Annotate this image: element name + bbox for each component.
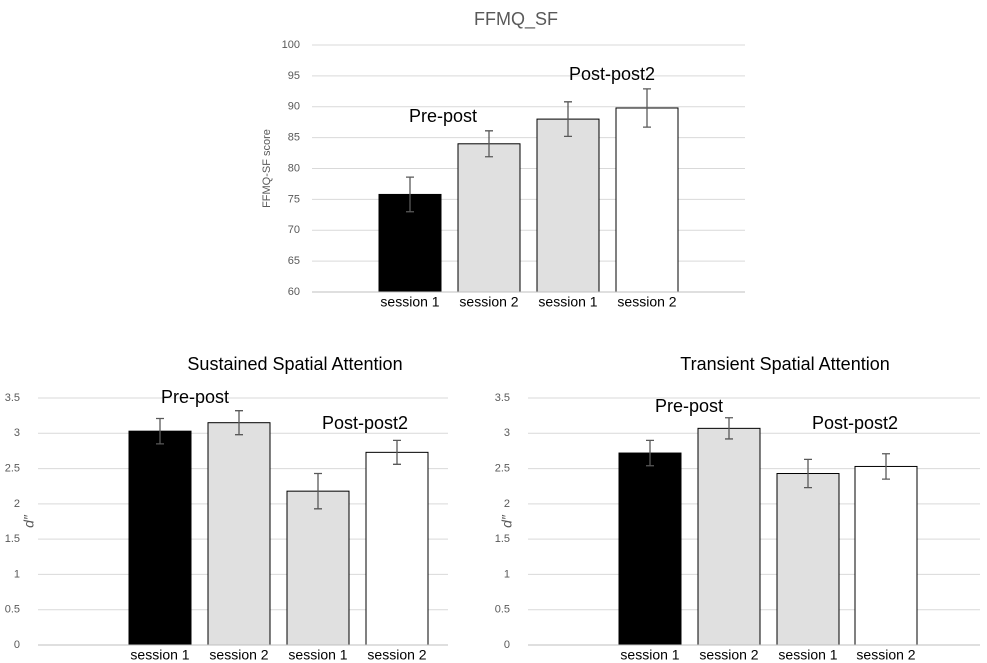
error-bar bbox=[725, 417, 733, 440]
bar bbox=[536, 118, 600, 293]
error-bar bbox=[156, 417, 164, 445]
bar bbox=[615, 107, 679, 293]
y-tick-label: 1.5 bbox=[495, 533, 510, 545]
error-bar bbox=[314, 472, 322, 510]
y-tick-label: 0.5 bbox=[495, 604, 510, 616]
x-tick-label: session 1 bbox=[130, 647, 189, 663]
annotation: Pre-post bbox=[655, 396, 723, 416]
y-tick-label: 1 bbox=[504, 568, 510, 580]
error-bar bbox=[235, 410, 243, 436]
x-tick-label: session 2 bbox=[209, 647, 268, 663]
y-tick-label: 95 bbox=[288, 70, 300, 82]
error-bar bbox=[393, 439, 401, 465]
y-tick-label: 3.5 bbox=[495, 392, 510, 404]
bar bbox=[697, 427, 761, 646]
x-tick-label: session 2 bbox=[856, 647, 915, 663]
y-tick-label: 0.5 bbox=[5, 604, 20, 616]
y-tick-label: 0 bbox=[14, 639, 20, 651]
x-tick-label: session 1 bbox=[288, 647, 347, 663]
y-tick-label: 65 bbox=[288, 255, 300, 267]
y-axis-label: FFMQ-SF score bbox=[261, 129, 273, 208]
y-tick-label: 2 bbox=[504, 498, 510, 510]
annotation: Pre-post bbox=[161, 387, 229, 407]
y-tick-label: 2.5 bbox=[495, 462, 510, 474]
x-tick-label: session 2 bbox=[699, 647, 758, 663]
y-tick-label: 80 bbox=[288, 162, 300, 174]
y-tick-label: 1.5 bbox=[5, 533, 20, 545]
y-tick-label: 3.5 bbox=[5, 392, 20, 404]
error-bar bbox=[406, 176, 414, 213]
y-axis-label: d″ bbox=[21, 514, 37, 528]
error-bar bbox=[646, 439, 654, 467]
error-bar bbox=[804, 458, 812, 489]
y-tick-label: 1 bbox=[14, 568, 20, 580]
bar bbox=[207, 422, 271, 646]
y-tick-label: 3 bbox=[14, 427, 20, 439]
y-tick-label: 60 bbox=[288, 286, 300, 298]
bar bbox=[854, 465, 918, 646]
y-tick-label: 75 bbox=[288, 193, 300, 205]
annotation: Post-post2 bbox=[812, 413, 898, 433]
x-tick-label: session 1 bbox=[380, 294, 439, 310]
error-bar bbox=[564, 101, 572, 138]
annotation: Post-post2 bbox=[569, 64, 655, 84]
bar bbox=[286, 490, 350, 646]
bar bbox=[776, 473, 840, 646]
bar bbox=[457, 143, 521, 293]
x-tick-label: session 2 bbox=[367, 647, 426, 663]
y-tick-label: 85 bbox=[288, 132, 300, 144]
x-tick-label: session 1 bbox=[538, 294, 597, 310]
error-bar bbox=[485, 130, 493, 158]
y-tick-label: 70 bbox=[288, 224, 300, 236]
error-bar bbox=[882, 453, 890, 480]
y-tick-label: 0 bbox=[504, 639, 510, 651]
y-tick-label: 90 bbox=[288, 101, 300, 113]
annotation: Post-post2 bbox=[322, 413, 408, 433]
chart-title: FFMQ_SF bbox=[474, 9, 558, 30]
chart-title: Transient Spatial Attention bbox=[680, 354, 889, 374]
bar bbox=[365, 451, 429, 646]
chart-title: Sustained Spatial Attention bbox=[187, 354, 402, 374]
y-tick-label: 100 bbox=[282, 39, 300, 51]
error-bar bbox=[643, 88, 651, 128]
y-tick-label: 2 bbox=[14, 498, 20, 510]
y-tick-label: 3 bbox=[504, 427, 510, 439]
bar bbox=[618, 452, 682, 646]
y-tick-label: 2.5 bbox=[5, 462, 20, 474]
x-tick-label: session 1 bbox=[620, 647, 679, 663]
y-axis-label: d″ bbox=[499, 514, 515, 528]
x-tick-label: session 2 bbox=[617, 294, 676, 310]
annotation: Pre-post bbox=[409, 106, 477, 126]
x-tick-label: session 2 bbox=[459, 294, 518, 310]
x-tick-label: session 1 bbox=[778, 647, 837, 663]
bar bbox=[128, 430, 192, 646]
